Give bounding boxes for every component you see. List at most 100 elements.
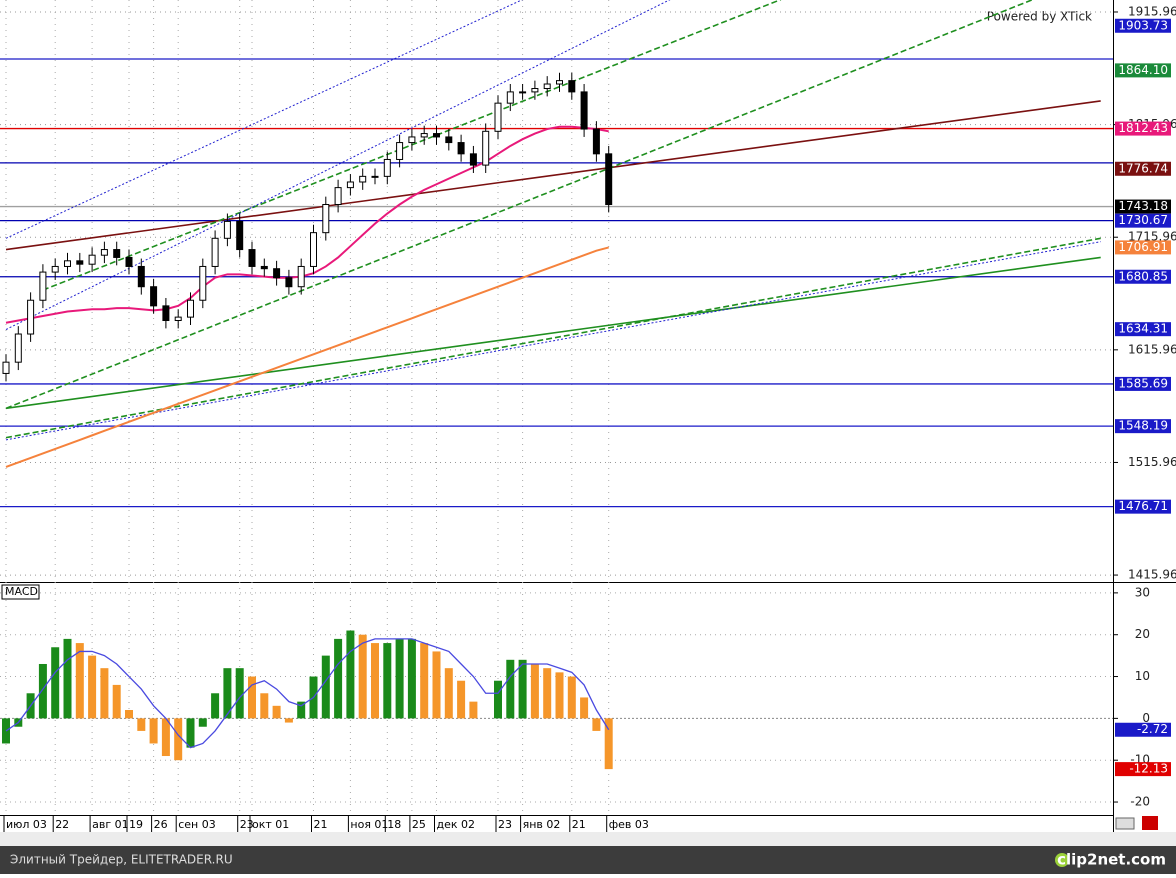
y-tick-label: 1715.96 <box>1128 230 1176 244</box>
candle-body <box>187 299 194 318</box>
candle-body <box>2 361 10 374</box>
candle-body <box>346 181 354 189</box>
histogram-bar <box>334 638 343 719</box>
candle-body <box>310 232 317 267</box>
price-label-box <box>1115 322 1171 337</box>
histogram-bar <box>125 710 133 719</box>
x-tick-label: 21 <box>314 818 328 831</box>
histogram-bar <box>530 663 539 719</box>
candle-body <box>14 333 22 363</box>
candle-body <box>76 260 84 265</box>
y-tick-label: -20 <box>1130 795 1150 809</box>
price-label-box <box>1115 722 1171 737</box>
trend-line <box>5 241 1101 441</box>
candle-body <box>396 142 404 160</box>
candle-body <box>408 136 416 144</box>
axes: 1415.961515.961615.961715.961815.961915.… <box>3 4 1176 832</box>
candle-body <box>433 133 440 138</box>
candle-body <box>383 158 391 177</box>
histogram-bar <box>272 705 281 719</box>
footer-left: Элитный Трейдер, ELITETRADER.RU <box>10 853 233 867</box>
status-strip <box>0 832 1176 846</box>
close-button[interactable] <box>1142 816 1158 830</box>
histogram-bar <box>198 718 207 727</box>
histogram-bar <box>346 630 355 719</box>
histogram-bar <box>38 663 47 719</box>
trend-line <box>5 237 1101 439</box>
histogram-bar <box>63 638 72 719</box>
watermark: Powered by XTick <box>987 10 1092 24</box>
moving-average <box>5 125 609 324</box>
price-label-box <box>1115 269 1171 284</box>
histogram-bar <box>223 668 232 719</box>
histogram-bar <box>186 718 195 748</box>
candle-body <box>592 128 600 155</box>
histogram-bar <box>137 718 146 731</box>
macd-title: MACD <box>5 585 38 598</box>
price-label: 1680.85 <box>1118 269 1168 283</box>
scroll-button[interactable] <box>1115 817 1135 830</box>
candle-body <box>482 130 490 166</box>
histogram-bar <box>432 651 441 719</box>
x-tick-label: ноя 01 <box>350 818 388 831</box>
x-tick-label: 25 <box>412 818 426 831</box>
histogram-bar <box>284 718 293 723</box>
signal-line <box>5 638 610 749</box>
trend-line <box>5 100 1101 251</box>
trend-line <box>5 256 1101 410</box>
price-label: 1634.31 <box>1118 322 1168 336</box>
candle-body <box>88 254 96 265</box>
histogram-bar <box>100 668 109 719</box>
histogram-bar <box>395 638 404 719</box>
candle-body <box>605 153 613 206</box>
price-label: 1706.91 <box>1118 240 1168 254</box>
y-tick-label: 10 <box>1135 669 1150 683</box>
histogram-bar <box>420 643 429 719</box>
histogram-bar <box>543 668 552 719</box>
footer-right: clip2net.com <box>1057 851 1166 869</box>
price-label: 1903.73 <box>1118 18 1168 32</box>
x-tick-label: окт 01 <box>252 818 289 831</box>
x-tick-label: дек 02 <box>437 818 476 831</box>
histogram-bar <box>174 718 183 761</box>
price-label-box <box>1115 213 1171 228</box>
histogram-bar <box>51 647 60 719</box>
candle-body <box>322 204 330 234</box>
x-tick-label: 23 <box>498 818 512 831</box>
histogram-bar <box>444 668 453 719</box>
histogram-bar <box>383 643 392 719</box>
price-label: -12.13 <box>1129 762 1168 776</box>
histogram-bar <box>469 701 478 719</box>
x-tick-label: авг 01 <box>92 818 129 831</box>
histogram-bar <box>161 718 170 757</box>
macd-plot <box>0 582 1113 815</box>
histogram-bar <box>506 659 515 719</box>
candle-body <box>248 249 256 267</box>
candle-body <box>580 91 588 130</box>
price-label: 1548.19 <box>1118 419 1168 433</box>
trend-line <box>5 0 1034 410</box>
histogram-bar <box>88 655 97 719</box>
candle-body <box>113 249 121 258</box>
price-label-box <box>1115 376 1171 391</box>
x-tick-label: 26 <box>154 818 168 831</box>
price-label-box <box>1115 63 1171 78</box>
histogram-bar <box>555 672 564 719</box>
x-tick-label: 21 <box>572 818 586 831</box>
price-label: -2.72 <box>1137 722 1168 736</box>
histogram-bar <box>235 668 244 719</box>
x-tick-label: янв 02 <box>523 818 561 831</box>
candle-body <box>236 220 244 251</box>
histogram-bar <box>494 680 502 719</box>
histogram-bar <box>248 676 256 719</box>
histogram-bar <box>407 638 416 719</box>
candle-body <box>506 91 514 104</box>
histogram-bar <box>580 697 589 719</box>
x-tick-label: 19 <box>129 818 143 831</box>
candle-body <box>494 102 502 132</box>
logo-icon <box>1055 853 1069 867</box>
histogram-bar <box>149 718 158 744</box>
price-label: 1776.74 <box>1118 161 1168 175</box>
